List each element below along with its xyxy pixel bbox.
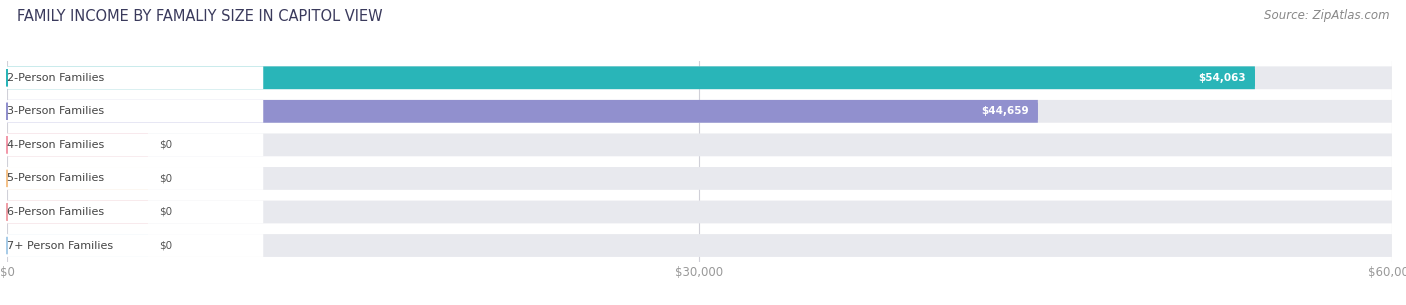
Text: $44,659: $44,659: [981, 106, 1029, 116]
Text: $0: $0: [159, 174, 172, 183]
Text: $54,063: $54,063: [1198, 73, 1246, 83]
FancyBboxPatch shape: [7, 234, 1392, 257]
FancyBboxPatch shape: [7, 100, 1038, 123]
FancyBboxPatch shape: [7, 134, 1392, 156]
Text: $0: $0: [159, 241, 172, 250]
Text: 3-Person Families: 3-Person Families: [7, 106, 104, 116]
FancyBboxPatch shape: [7, 201, 148, 223]
Text: $0: $0: [159, 207, 172, 217]
Text: FAMILY INCOME BY FAMALIY SIZE IN CAPITOL VIEW: FAMILY INCOME BY FAMALIY SIZE IN CAPITOL…: [17, 9, 382, 24]
FancyBboxPatch shape: [1123, 69, 1256, 86]
FancyBboxPatch shape: [7, 201, 1392, 223]
FancyBboxPatch shape: [7, 167, 1392, 190]
Text: 6-Person Families: 6-Person Families: [7, 207, 104, 217]
Text: 5-Person Families: 5-Person Families: [7, 174, 104, 183]
FancyBboxPatch shape: [7, 167, 263, 190]
FancyBboxPatch shape: [7, 201, 263, 223]
FancyBboxPatch shape: [907, 103, 1038, 120]
FancyBboxPatch shape: [7, 134, 148, 156]
FancyBboxPatch shape: [7, 66, 1256, 89]
Text: Source: ZipAtlas.com: Source: ZipAtlas.com: [1264, 9, 1389, 22]
FancyBboxPatch shape: [7, 167, 148, 190]
Text: 2-Person Families: 2-Person Families: [7, 73, 104, 83]
FancyBboxPatch shape: [7, 234, 148, 257]
Text: 7+ Person Families: 7+ Person Families: [7, 241, 112, 250]
FancyBboxPatch shape: [7, 234, 263, 257]
FancyBboxPatch shape: [7, 100, 1392, 123]
Text: $0: $0: [159, 140, 172, 150]
FancyBboxPatch shape: [7, 66, 263, 89]
FancyBboxPatch shape: [7, 66, 1392, 89]
Text: 4-Person Families: 4-Person Families: [7, 140, 104, 150]
FancyBboxPatch shape: [7, 100, 263, 123]
FancyBboxPatch shape: [7, 134, 263, 156]
